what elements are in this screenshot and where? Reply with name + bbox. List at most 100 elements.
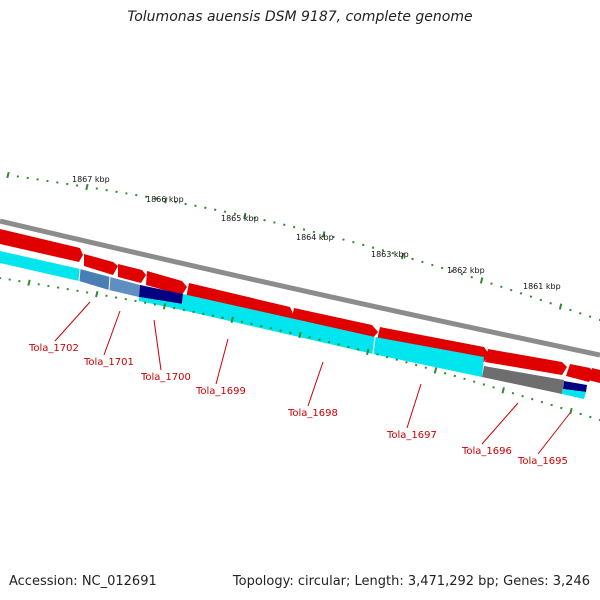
forward-gene[interactable] [146,271,187,295]
minor-tick [569,308,572,312]
minor-tick [490,282,493,285]
minor-tick [260,324,263,328]
gene-label[interactable]: Tola_1697 [386,430,437,441]
minor-tick [421,260,424,264]
genome-summary: Topology: circular; Length: 3,471,292 bp… [232,574,590,589]
minor-tick [371,246,375,249]
major-tick [501,387,505,394]
minor-tick [509,288,513,292]
cds-feature[interactable] [139,297,183,310]
gene-leader-line [54,301,91,342]
other-feature[interactable] [482,366,564,394]
minor-tick [192,310,195,314]
rrna-feature[interactable] [139,285,183,304]
gene-label[interactable]: Tola_1700 [140,372,191,383]
cds-feature[interactable] [0,251,80,281]
minor-tick [589,415,592,419]
kbp-label: 1866 kbp [146,195,184,204]
minor-tick [342,238,345,241]
major-tick [162,303,167,310]
major-tick [569,407,573,415]
minor-tick [223,210,227,213]
cds-feature[interactable] [562,389,586,399]
gene-leader-line [103,310,121,356]
gene-label[interactable]: Tola_1698 [287,408,338,419]
minor-tick [549,302,552,305]
minor-tick [395,358,398,361]
kbp-label: 1862 kbp [447,266,485,275]
forward-gene[interactable] [291,308,378,339]
minor-tick [356,348,360,351]
minor-tick [472,380,476,383]
minor-tick [47,284,50,288]
gene-labels: Tola_1702 Tola_1701 Tola_1700 Tola_1699 Tola… [28,343,568,467]
minor-tick [172,306,176,310]
kbp-label: 1865 kbp [221,214,259,223]
minor-tick [521,394,524,398]
minor-tick [202,312,205,316]
minor-tick [482,383,486,386]
forward-gene[interactable] [84,254,118,275]
minor-tick [327,340,331,344]
minor-tick [492,386,495,389]
gene-leader-line [481,402,519,445]
rrna-feature[interactable] [563,381,587,392]
major-tick [230,316,234,323]
minor-tick [424,366,428,369]
feature-track [0,251,587,399]
minor-tick [450,269,454,273]
minor-tick [453,374,457,378]
feature-separator [78,268,81,282]
minor-tick [431,263,434,267]
forward-gene[interactable] [485,349,567,375]
cds-feature[interactable] [373,337,484,377]
minor-tick [511,392,515,395]
minor-tick [411,257,414,261]
minor-tick [302,228,306,231]
minor-tick [376,353,379,356]
minor-tick [46,179,49,183]
gene-label[interactable]: Tola_1695 [517,456,568,467]
minor-tick [8,278,11,281]
gene-label[interactable]: Tola_1702 [28,343,79,354]
genome-backbone [0,218,600,358]
minor-tick [250,322,253,326]
forward-gene[interactable] [566,364,594,382]
minor-tick [440,266,444,270]
major-tick [95,290,99,298]
minor-tick [470,276,473,279]
gene-label[interactable]: Tola_1699 [195,386,246,397]
minor-tick [75,184,79,187]
major-tick [6,171,10,179]
minor-tick [182,308,186,312]
major-tick [164,197,168,204]
major-tick [433,367,438,374]
minor-tick [76,289,79,293]
kbp-label: 1861 kbp [523,282,561,291]
accession-label: Accession: NC_012691 [9,574,157,589]
minor-tick [352,240,355,244]
cds-feature[interactable] [182,294,375,354]
kbp-label: 1867 kbp [72,175,110,184]
minor-tick [531,397,534,401]
minor-tick [0,276,2,280]
forward-gene[interactable] [588,368,600,383]
minor-tick [391,251,395,255]
minor-tick [143,301,147,304]
gene-label[interactable]: Tola_1696 [461,446,512,457]
minor-tick [85,291,89,294]
minor-tick [36,178,39,181]
kbp-label: 1863 kbp [371,250,409,259]
gene-label[interactable]: Tola_1701 [83,357,134,368]
forward-gene[interactable] [118,264,146,283]
minor-tick [463,377,466,381]
forward-gene[interactable] [0,229,83,262]
major-tick [322,231,326,238]
kbp-ticks [0,171,600,422]
minor-tick [240,320,244,324]
trna-feature[interactable] [79,269,110,290]
major-tick [479,277,484,284]
gene-leader-line [406,383,422,429]
trna-feature[interactable] [109,277,140,297]
